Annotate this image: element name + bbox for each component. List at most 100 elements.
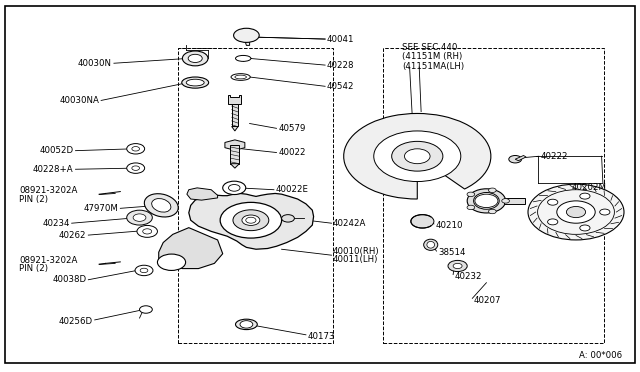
Polygon shape [225, 140, 245, 150]
Text: 47970M: 47970M [84, 204, 118, 213]
Circle shape [242, 215, 260, 225]
Circle shape [133, 214, 146, 221]
Polygon shape [504, 198, 525, 204]
Circle shape [157, 254, 186, 270]
Ellipse shape [424, 239, 438, 250]
Ellipse shape [474, 193, 499, 209]
Circle shape [233, 210, 269, 231]
Circle shape [566, 206, 586, 218]
Circle shape [374, 131, 461, 182]
Text: 40010(RH): 40010(RH) [333, 247, 380, 256]
Text: 40038D: 40038D [52, 275, 86, 284]
Polygon shape [515, 155, 526, 161]
Circle shape [488, 188, 496, 192]
Text: 40232: 40232 [454, 272, 482, 280]
Text: 40022: 40022 [278, 148, 306, 157]
Circle shape [548, 219, 558, 225]
Text: 38514: 38514 [438, 248, 466, 257]
Text: 08921-3202A: 08921-3202A [19, 186, 77, 195]
Text: 40041: 40041 [326, 35, 354, 44]
Circle shape [127, 210, 152, 225]
Circle shape [580, 225, 590, 231]
Polygon shape [232, 126, 238, 131]
Circle shape [453, 263, 462, 269]
Circle shape [228, 185, 240, 191]
Ellipse shape [236, 55, 251, 61]
Text: (41151MA(LH): (41151MA(LH) [402, 62, 464, 71]
Circle shape [467, 205, 475, 210]
Text: 40222: 40222 [541, 152, 568, 161]
Text: PIN (2): PIN (2) [19, 264, 48, 273]
Polygon shape [187, 188, 218, 200]
Ellipse shape [152, 199, 171, 212]
Circle shape [475, 194, 498, 208]
Circle shape [467, 192, 475, 196]
Circle shape [411, 215, 434, 228]
Text: 40011(LH): 40011(LH) [333, 255, 378, 264]
Circle shape [240, 321, 253, 328]
Wedge shape [344, 113, 491, 199]
Text: 40022E: 40022E [275, 185, 308, 194]
Circle shape [282, 215, 294, 222]
Text: 40210: 40210 [435, 221, 463, 230]
Circle shape [404, 149, 430, 164]
Circle shape [392, 141, 443, 171]
FancyBboxPatch shape [5, 6, 635, 363]
Circle shape [132, 147, 140, 151]
Text: 08921-3202A: 08921-3202A [19, 256, 77, 265]
Circle shape [528, 184, 624, 240]
Polygon shape [159, 228, 223, 269]
Circle shape [132, 166, 140, 170]
Ellipse shape [145, 194, 178, 217]
Text: 40228: 40228 [326, 61, 354, 70]
Ellipse shape [427, 241, 435, 248]
Text: 40228+A: 40228+A [33, 165, 74, 174]
Circle shape [448, 260, 467, 272]
Text: 40052D: 40052D [40, 146, 74, 155]
Text: 40173: 40173 [307, 332, 335, 341]
Circle shape [182, 51, 208, 66]
Circle shape [140, 268, 148, 273]
Circle shape [502, 199, 509, 203]
Text: 40207: 40207 [474, 296, 501, 305]
Polygon shape [230, 164, 239, 168]
Ellipse shape [467, 189, 506, 213]
Ellipse shape [235, 75, 246, 79]
Circle shape [137, 225, 157, 237]
Polygon shape [232, 104, 238, 126]
Ellipse shape [234, 28, 259, 42]
Text: 40030NA: 40030NA [60, 96, 99, 105]
Circle shape [127, 144, 145, 154]
Circle shape [220, 202, 282, 238]
Text: (41151M (RH): (41151M (RH) [402, 52, 462, 61]
Circle shape [140, 306, 152, 313]
Text: 40579: 40579 [278, 124, 306, 133]
Text: 40030N: 40030N [78, 59, 112, 68]
Text: 40202M: 40202M [572, 183, 607, 192]
Ellipse shape [186, 79, 204, 86]
Ellipse shape [236, 319, 257, 330]
Text: 40542: 40542 [326, 82, 354, 91]
Text: 40262: 40262 [59, 231, 86, 240]
Circle shape [143, 229, 152, 234]
Polygon shape [228, 95, 241, 104]
Circle shape [135, 265, 153, 276]
Text: A: 00*006: A: 00*006 [579, 351, 622, 360]
Circle shape [509, 155, 522, 163]
Circle shape [223, 181, 246, 195]
Text: 40242A: 40242A [333, 219, 366, 228]
Circle shape [188, 54, 202, 62]
Polygon shape [189, 193, 314, 249]
Circle shape [548, 199, 558, 205]
Text: 40234: 40234 [43, 219, 70, 228]
Circle shape [127, 163, 145, 173]
Circle shape [246, 217, 256, 223]
Ellipse shape [182, 77, 209, 88]
Polygon shape [230, 145, 239, 164]
Ellipse shape [231, 74, 250, 80]
Circle shape [488, 209, 496, 214]
Text: PIN (2): PIN (2) [19, 195, 48, 203]
Circle shape [600, 209, 610, 215]
Text: SEE SEC.440: SEE SEC.440 [402, 43, 458, 52]
Polygon shape [243, 35, 250, 45]
